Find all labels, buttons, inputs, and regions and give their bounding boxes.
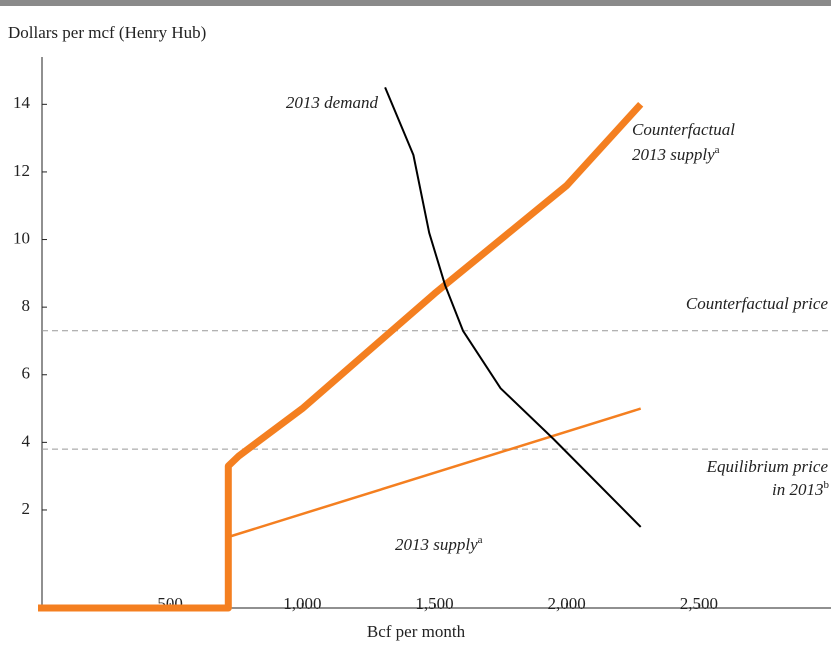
label-text: in 2013 (772, 480, 823, 499)
reference-label: Counterfactual price (686, 294, 829, 313)
y-tick-label: 4 (22, 431, 31, 450)
annotation: 2013 supplya (632, 144, 720, 164)
reference-label: in 2013b (772, 479, 829, 499)
series-line (227, 407, 642, 539)
y-tick-label: 10 (13, 228, 30, 247)
y-tick-label: 2 (22, 499, 31, 518)
y-tick-label: 14 (13, 93, 31, 112)
superscript: a (715, 144, 720, 156)
label-text: 2013 supply (395, 535, 478, 554)
y-axis-label: Dollars per mcf (Henry Hub) (8, 23, 206, 42)
y-tick-label: 6 (22, 364, 31, 383)
annotation: 2013 demand (286, 93, 379, 112)
annotation: Counterfactual (632, 120, 735, 139)
label-text: 2013 supply (632, 145, 715, 164)
y-tick-label: 8 (22, 296, 31, 315)
superscript: a (478, 534, 483, 546)
series-line (38, 101, 644, 612)
annotation: 2013 supplya (395, 534, 483, 554)
reference-label: Equilibrium price (706, 457, 829, 476)
top-bar (0, 0, 831, 6)
superscript: b (824, 479, 830, 491)
series-line (384, 87, 642, 528)
y-tick-label: 12 (13, 161, 30, 180)
x-axis-label: Bcf per month (367, 622, 466, 641)
